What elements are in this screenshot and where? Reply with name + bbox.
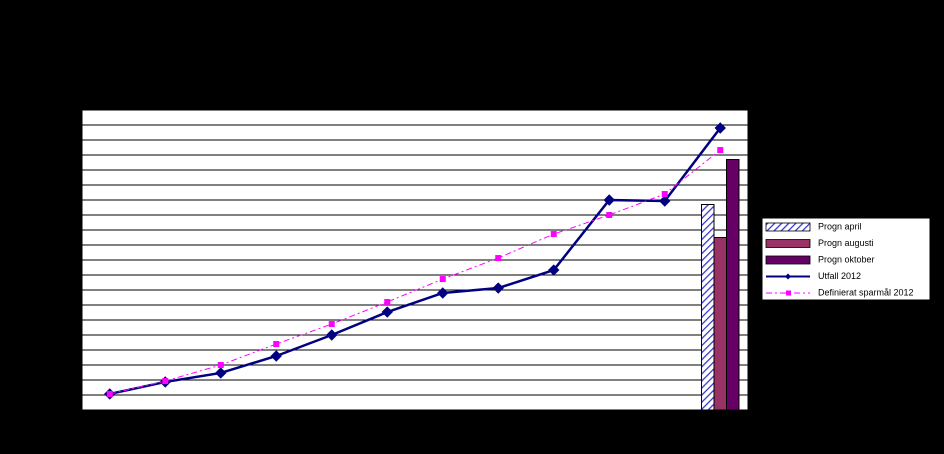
y-tick-label: 16 bbox=[66, 164, 76, 174]
line-marker bbox=[603, 194, 615, 206]
y-tick-label: 5 bbox=[71, 329, 76, 339]
y-tick-label: 3 bbox=[71, 359, 76, 369]
line-marker bbox=[550, 231, 557, 238]
line-marker bbox=[439, 276, 446, 283]
y-tick-label: 17 bbox=[66, 149, 76, 159]
line-marker bbox=[326, 329, 338, 341]
y-tick-label: 7 bbox=[71, 299, 76, 309]
line bbox=[109, 127, 722, 396]
line-marker bbox=[381, 306, 393, 318]
y-tick-label: 4 bbox=[71, 344, 76, 354]
line-marker bbox=[273, 341, 280, 347]
y-tick-label: 15 bbox=[66, 179, 76, 189]
y-tick-label: 0 bbox=[71, 404, 76, 414]
legend-label: Utfall 2012 bbox=[818, 271, 861, 281]
legend-swatch bbox=[765, 239, 811, 248]
line bbox=[109, 149, 721, 395]
legend-label: Progn april bbox=[818, 221, 862, 231]
y-tick-label: 8 bbox=[71, 284, 76, 294]
y-tick-label: 9 bbox=[71, 269, 76, 279]
y-tick-label: 18 bbox=[66, 134, 76, 144]
y-tick-label: 12 bbox=[66, 224, 76, 234]
y-tick-label: 14 bbox=[66, 194, 76, 204]
y-tick-label: 1 bbox=[71, 389, 76, 399]
bar bbox=[725, 159, 740, 411]
line-marker bbox=[606, 212, 613, 218]
y-tick-label: 2 bbox=[71, 374, 76, 384]
line-marker bbox=[548, 264, 560, 276]
line-marker bbox=[661, 191, 668, 197]
line-marker bbox=[270, 350, 282, 362]
line-marker bbox=[659, 195, 671, 207]
line-marker bbox=[217, 362, 224, 368]
line-marker bbox=[717, 147, 724, 154]
line-marker bbox=[215, 367, 227, 379]
legend-swatch bbox=[765, 222, 811, 232]
line-marker bbox=[714, 122, 726, 134]
legend-label: Progn augusti bbox=[818, 238, 874, 248]
legend-label: Progn oktober bbox=[818, 254, 875, 264]
line-marker bbox=[162, 378, 169, 385]
y-tick-label: 19 bbox=[66, 119, 76, 129]
line-marker bbox=[384, 299, 391, 305]
legend-label: Definierat sparmål 2012 bbox=[818, 287, 914, 297]
line-marker bbox=[492, 282, 504, 294]
line-marker bbox=[106, 390, 113, 397]
y-tick-label: 6 bbox=[71, 314, 76, 324]
legend-marker bbox=[785, 273, 791, 280]
legend-marker bbox=[786, 290, 791, 296]
y-tick-label: 10 bbox=[66, 254, 76, 264]
legend-swatch bbox=[765, 255, 811, 265]
bar bbox=[713, 237, 727, 411]
y-tick-label: 13 bbox=[66, 209, 76, 219]
line-marker bbox=[328, 321, 335, 328]
y-tick-label: 20 bbox=[66, 104, 76, 114]
line-marker bbox=[495, 255, 502, 262]
line-marker bbox=[437, 287, 449, 299]
bar bbox=[701, 204, 715, 411]
y-tick-label: 11 bbox=[67, 239, 76, 249]
